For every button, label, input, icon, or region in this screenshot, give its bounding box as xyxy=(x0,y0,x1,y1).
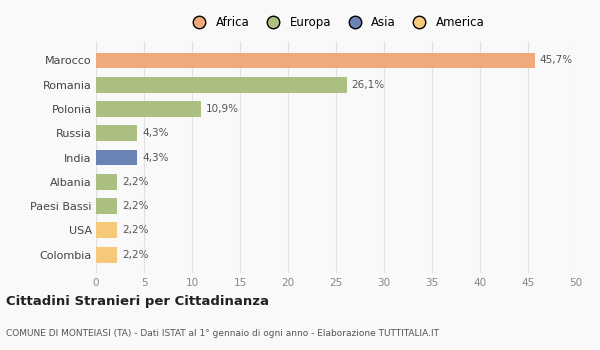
Bar xyxy=(96,125,137,141)
Text: 2,2%: 2,2% xyxy=(122,201,148,211)
Text: 4,3%: 4,3% xyxy=(142,153,169,162)
Text: 26,1%: 26,1% xyxy=(352,80,385,90)
Text: 45,7%: 45,7% xyxy=(539,55,572,65)
Text: COMUNE DI MONTEIASI (TA) - Dati ISTAT al 1° gennaio di ogni anno - Elaborazione : COMUNE DI MONTEIASI (TA) - Dati ISTAT al… xyxy=(6,329,439,338)
Text: 2,2%: 2,2% xyxy=(122,250,148,260)
Bar xyxy=(96,174,117,190)
Legend: Africa, Europa, Asia, America: Africa, Europa, Asia, America xyxy=(182,11,490,33)
Text: 4,3%: 4,3% xyxy=(142,128,169,138)
Bar xyxy=(96,223,117,238)
Bar xyxy=(96,247,117,262)
Bar xyxy=(96,101,200,117)
Text: 2,2%: 2,2% xyxy=(122,225,148,235)
Bar xyxy=(96,77,347,92)
Bar xyxy=(96,198,117,214)
Bar xyxy=(96,149,137,166)
Text: Cittadini Stranieri per Cittadinanza: Cittadini Stranieri per Cittadinanza xyxy=(6,294,269,308)
Text: 10,9%: 10,9% xyxy=(205,104,238,114)
Text: 2,2%: 2,2% xyxy=(122,177,148,187)
Bar xyxy=(96,52,535,68)
